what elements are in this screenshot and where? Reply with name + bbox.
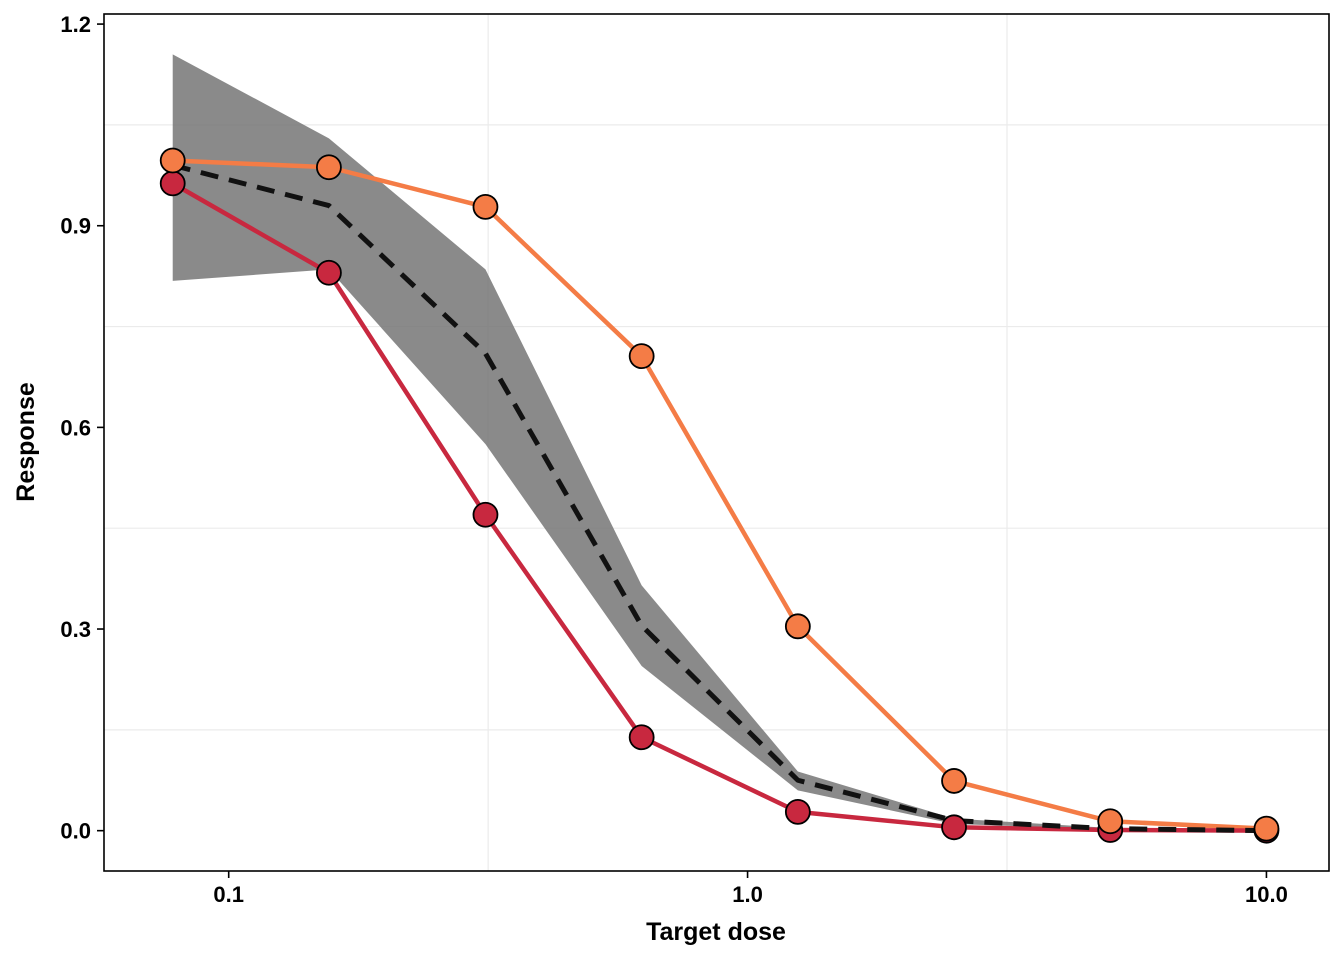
data-point-lower (941, 814, 967, 841)
axes-layer: 0.0 0.3 0.6 0.9 1.2 0.1 1.0 10.0 (60, 12, 1287, 907)
y-tick-label: 0.6 (60, 415, 91, 440)
y-tick-label: 1.2 (60, 12, 91, 37)
data-point-lower (316, 259, 342, 286)
confidence-band-layer (172, 54, 1267, 831)
y-tick-label: 0.9 (60, 214, 91, 239)
y-axis-title: Response (12, 382, 40, 502)
x-tick-label: 10.0 (1245, 882, 1288, 907)
series-line-upper (172, 158, 1267, 831)
data-point-upper (1097, 808, 1124, 835)
data-point-upper (159, 147, 186, 174)
data-point-upper (1253, 815, 1280, 842)
data-point-upper (472, 194, 499, 220)
series-markers-layer (159, 147, 1280, 844)
data-point-lower (784, 798, 811, 825)
data-point-lower (472, 501, 499, 528)
data-point-upper (316, 154, 342, 181)
x-tick-label: 0.1 (213, 882, 244, 907)
confidence-band (172, 54, 1267, 831)
y-tick-label: 0.3 (60, 617, 91, 642)
data-point-lower (628, 724, 655, 751)
series-line-mean (172, 162, 1267, 834)
x-tick-label: 1.0 (732, 882, 763, 907)
data-point-upper (784, 613, 811, 640)
plot-frame (103, 13, 1330, 872)
data-point-upper (941, 768, 967, 794)
data-point-lower (159, 170, 186, 197)
x-axis-title: Target dose (646, 918, 786, 946)
grid-lines (104, 14, 1329, 871)
y-tick-label: 0.0 (60, 819, 91, 844)
data-point-upper (628, 343, 655, 370)
series-lines-layer (171, 158, 1267, 834)
